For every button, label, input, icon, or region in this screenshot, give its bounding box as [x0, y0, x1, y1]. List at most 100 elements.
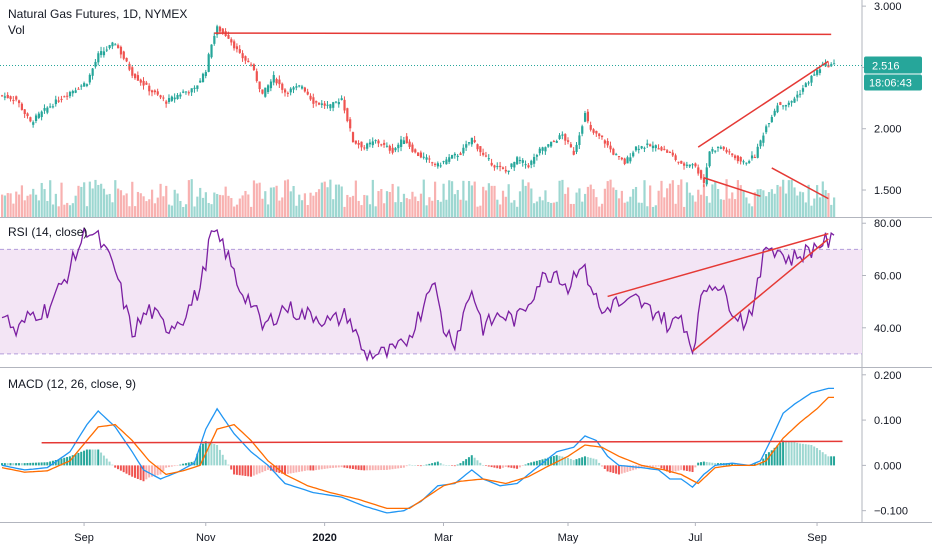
volume-bar [91, 188, 94, 217]
volume-bar [34, 194, 38, 217]
macd-histogram-bar [29, 462, 32, 466]
candle-body [196, 85, 199, 89]
candle-body [453, 153, 456, 156]
volume-bar [479, 205, 482, 217]
macd-histogram-bar [213, 444, 216, 466]
volume-bar [142, 196, 145, 217]
time-axis[interactable]: Sep Nov 2020 Mar May Jul Sep [74, 522, 827, 544]
candle-body [221, 28, 224, 33]
volume-bar [784, 193, 788, 217]
volume-bar [700, 194, 703, 217]
macd-histogram-bar [309, 465, 312, 471]
macd-histogram-bar [173, 465, 176, 467]
volume-bar [100, 183, 103, 217]
rsi-pane[interactable]: RSI (14, close) [0, 225, 862, 362]
rsi-tick-label: 40.00 [874, 323, 902, 335]
macd-trendlines[interactable] [41, 440, 843, 444]
volume-label: Vol [8, 23, 25, 37]
macd-histogram-bar [680, 465, 683, 470]
volume-bar [598, 206, 601, 217]
candle-body [250, 64, 253, 66]
candle-body [428, 158, 431, 160]
macd-histogram-bar [691, 465, 694, 473]
volume-bar [170, 205, 173, 217]
candle-body [57, 100, 60, 102]
candle-body [241, 53, 244, 59]
volume-bar [306, 205, 309, 217]
macd-histogram-bar [360, 465, 363, 471]
candle-body [782, 105, 785, 107]
volume-bar [417, 201, 420, 217]
macd-histogram-bar [833, 456, 836, 466]
macd-histogram-bar [700, 462, 703, 466]
volume-bar [431, 200, 434, 217]
volume-bar [136, 191, 140, 217]
macd-histogram-bar [405, 465, 408, 467]
rsi-trendlines[interactable] [607, 232, 829, 352]
volume-bar [83, 182, 86, 217]
volume-bar [385, 191, 389, 217]
candle-body [156, 91, 159, 95]
volume-bar [558, 180, 561, 217]
macd-histogram-bar [167, 465, 170, 468]
candle-body [85, 84, 89, 86]
price-trendlines[interactable] [214, 32, 832, 200]
macd-histogram-bar [37, 462, 40, 466]
macd-histogram-bar [184, 463, 187, 466]
volume-bar [674, 203, 677, 217]
candle-body [230, 39, 233, 43]
macd-histogram-bar [136, 465, 139, 479]
candle-body [190, 88, 193, 93]
candle-body [510, 163, 513, 168]
candle-body [136, 75, 140, 81]
volume-bar [750, 206, 754, 217]
macd-histogram-bar [20, 463, 23, 466]
macd-histogram-bar [612, 465, 615, 473]
candle-body [23, 109, 26, 115]
macd-histogram-bar [674, 465, 677, 472]
macd-histogram-bar [456, 464, 459, 466]
candle-body [405, 136, 408, 144]
candle-body [558, 135, 561, 140]
macd-histogram-bar [728, 463, 731, 466]
volume-bar [334, 184, 338, 217]
candle-body [337, 102, 340, 105]
macd-histogram-bar [315, 465, 318, 471]
macd-histogram-bar [170, 465, 173, 467]
volume-bar [360, 205, 363, 217]
macd-histogram-bar [784, 440, 787, 466]
candle-body [122, 51, 125, 59]
volume-bar [9, 193, 12, 217]
candle-body [544, 147, 547, 152]
macd-histogram-bar [428, 463, 431, 466]
macd-histogram-bar [516, 465, 519, 469]
volume-bar [204, 192, 207, 217]
volume-bar [796, 195, 799, 217]
candle-body [615, 154, 618, 156]
macd-histogram-bar [71, 455, 74, 466]
volume-bar [85, 206, 89, 217]
volume-bar [349, 197, 352, 217]
volume-bar [533, 203, 536, 217]
candle-body [397, 144, 400, 149]
macd-histogram-bar [688, 465, 691, 472]
candle-body [400, 139, 403, 147]
candle-body [37, 113, 40, 118]
macd-histogram-bar [34, 462, 37, 466]
volume-bar [473, 181, 476, 217]
volume-bar [711, 184, 714, 217]
macd-histogram-bar [380, 465, 383, 471]
volume-bar [295, 205, 298, 217]
macd-histogram-bar [513, 465, 516, 469]
macd-histogram-bar [487, 465, 490, 467]
price-pane[interactable]: Natural Gas Futures, 1D, NYMEX Vol [0, 7, 862, 217]
candle-body [801, 88, 805, 92]
volume-bar [465, 200, 468, 217]
macd-pane[interactable]: MACD (12, 26, close, 9) [1, 377, 843, 514]
volume-bar [368, 204, 372, 217]
volume-bar [343, 206, 346, 217]
volume-bar [516, 206, 519, 217]
volume-bar [128, 206, 131, 217]
volume-bar [207, 202, 210, 217]
